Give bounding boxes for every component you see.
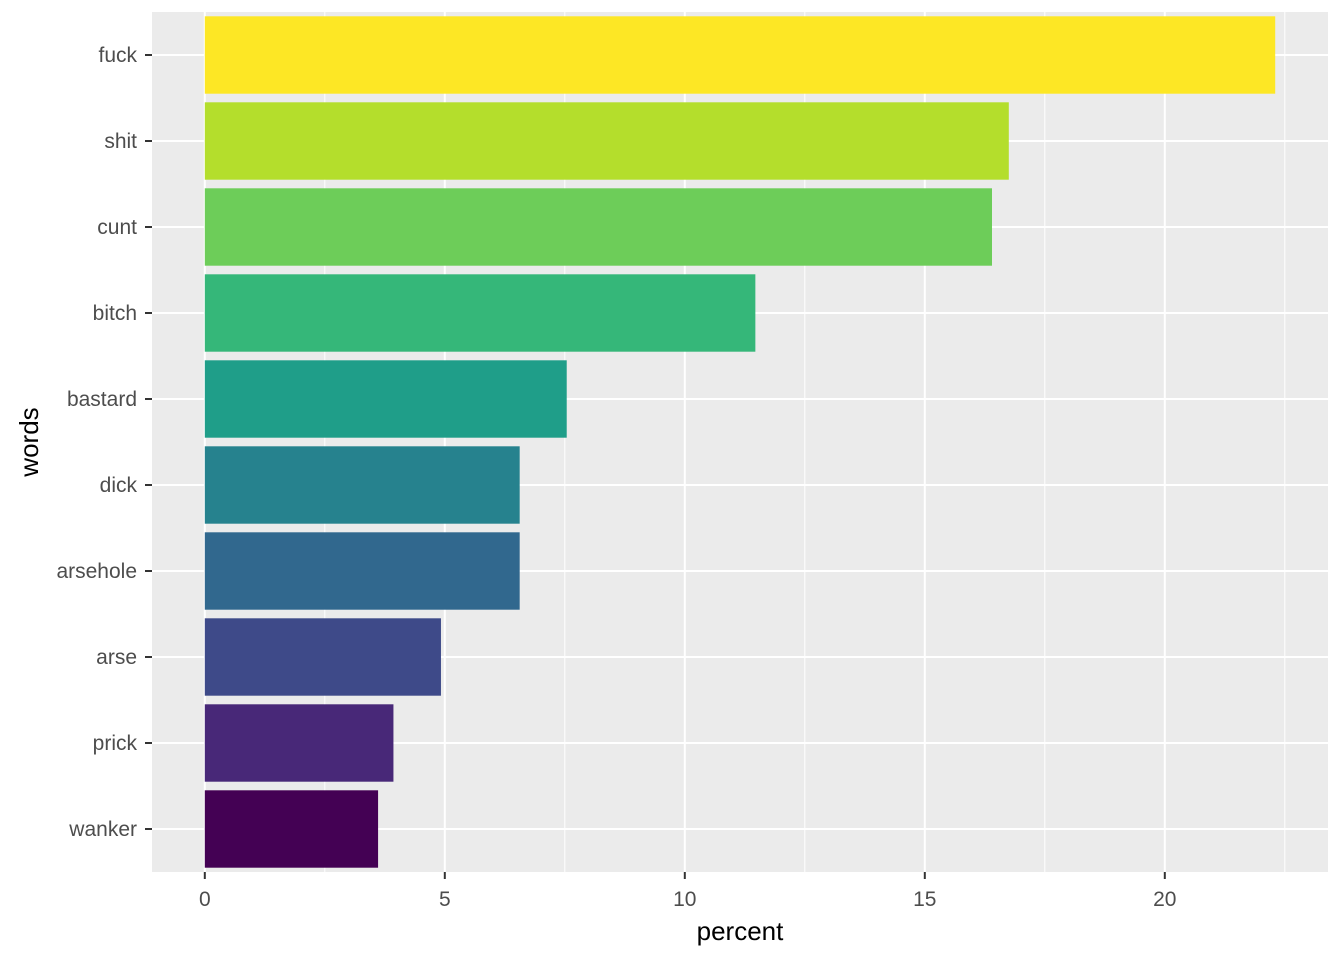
y-tick-label: fuck (98, 44, 137, 67)
x-tick-label: 15 (913, 888, 936, 911)
x-axis-title: percent (697, 916, 784, 946)
bar-bastard (204, 360, 567, 438)
y-tick-label: prick (93, 732, 138, 755)
y-tick-label: arsehole (56, 560, 137, 583)
bar-arse (204, 618, 441, 696)
x-tick-label: 20 (1153, 888, 1176, 911)
bar-fuck (204, 16, 1276, 94)
y-tick-label: wanker (68, 818, 137, 841)
bar-shit (204, 102, 1009, 180)
y-tick-label: bitch (93, 302, 137, 325)
y-tick-label: dick (100, 474, 138, 497)
bar-dick (204, 446, 520, 524)
y-axis: fuck shit cunt bitch bastard dick arsehole arse… (56, 44, 152, 841)
y-tick-label: shit (104, 130, 137, 153)
x-tick-label: 0 (199, 888, 211, 911)
x-axis: 0 5 10 15 20 (199, 872, 1176, 911)
bars (204, 16, 1276, 868)
bar-arsehole (204, 532, 520, 610)
y-axis-title: words (14, 407, 44, 477)
x-tick-label: 10 (673, 888, 696, 911)
x-tick-label: 5 (439, 888, 451, 911)
bar-cunt (204, 188, 993, 266)
y-tick-label: arse (96, 646, 137, 669)
bar-wanker (204, 790, 379, 868)
y-tick-label: cunt (97, 216, 137, 239)
bar-prick (204, 704, 394, 782)
y-tick-label: bastard (67, 388, 137, 411)
bar-bitch (204, 274, 756, 352)
